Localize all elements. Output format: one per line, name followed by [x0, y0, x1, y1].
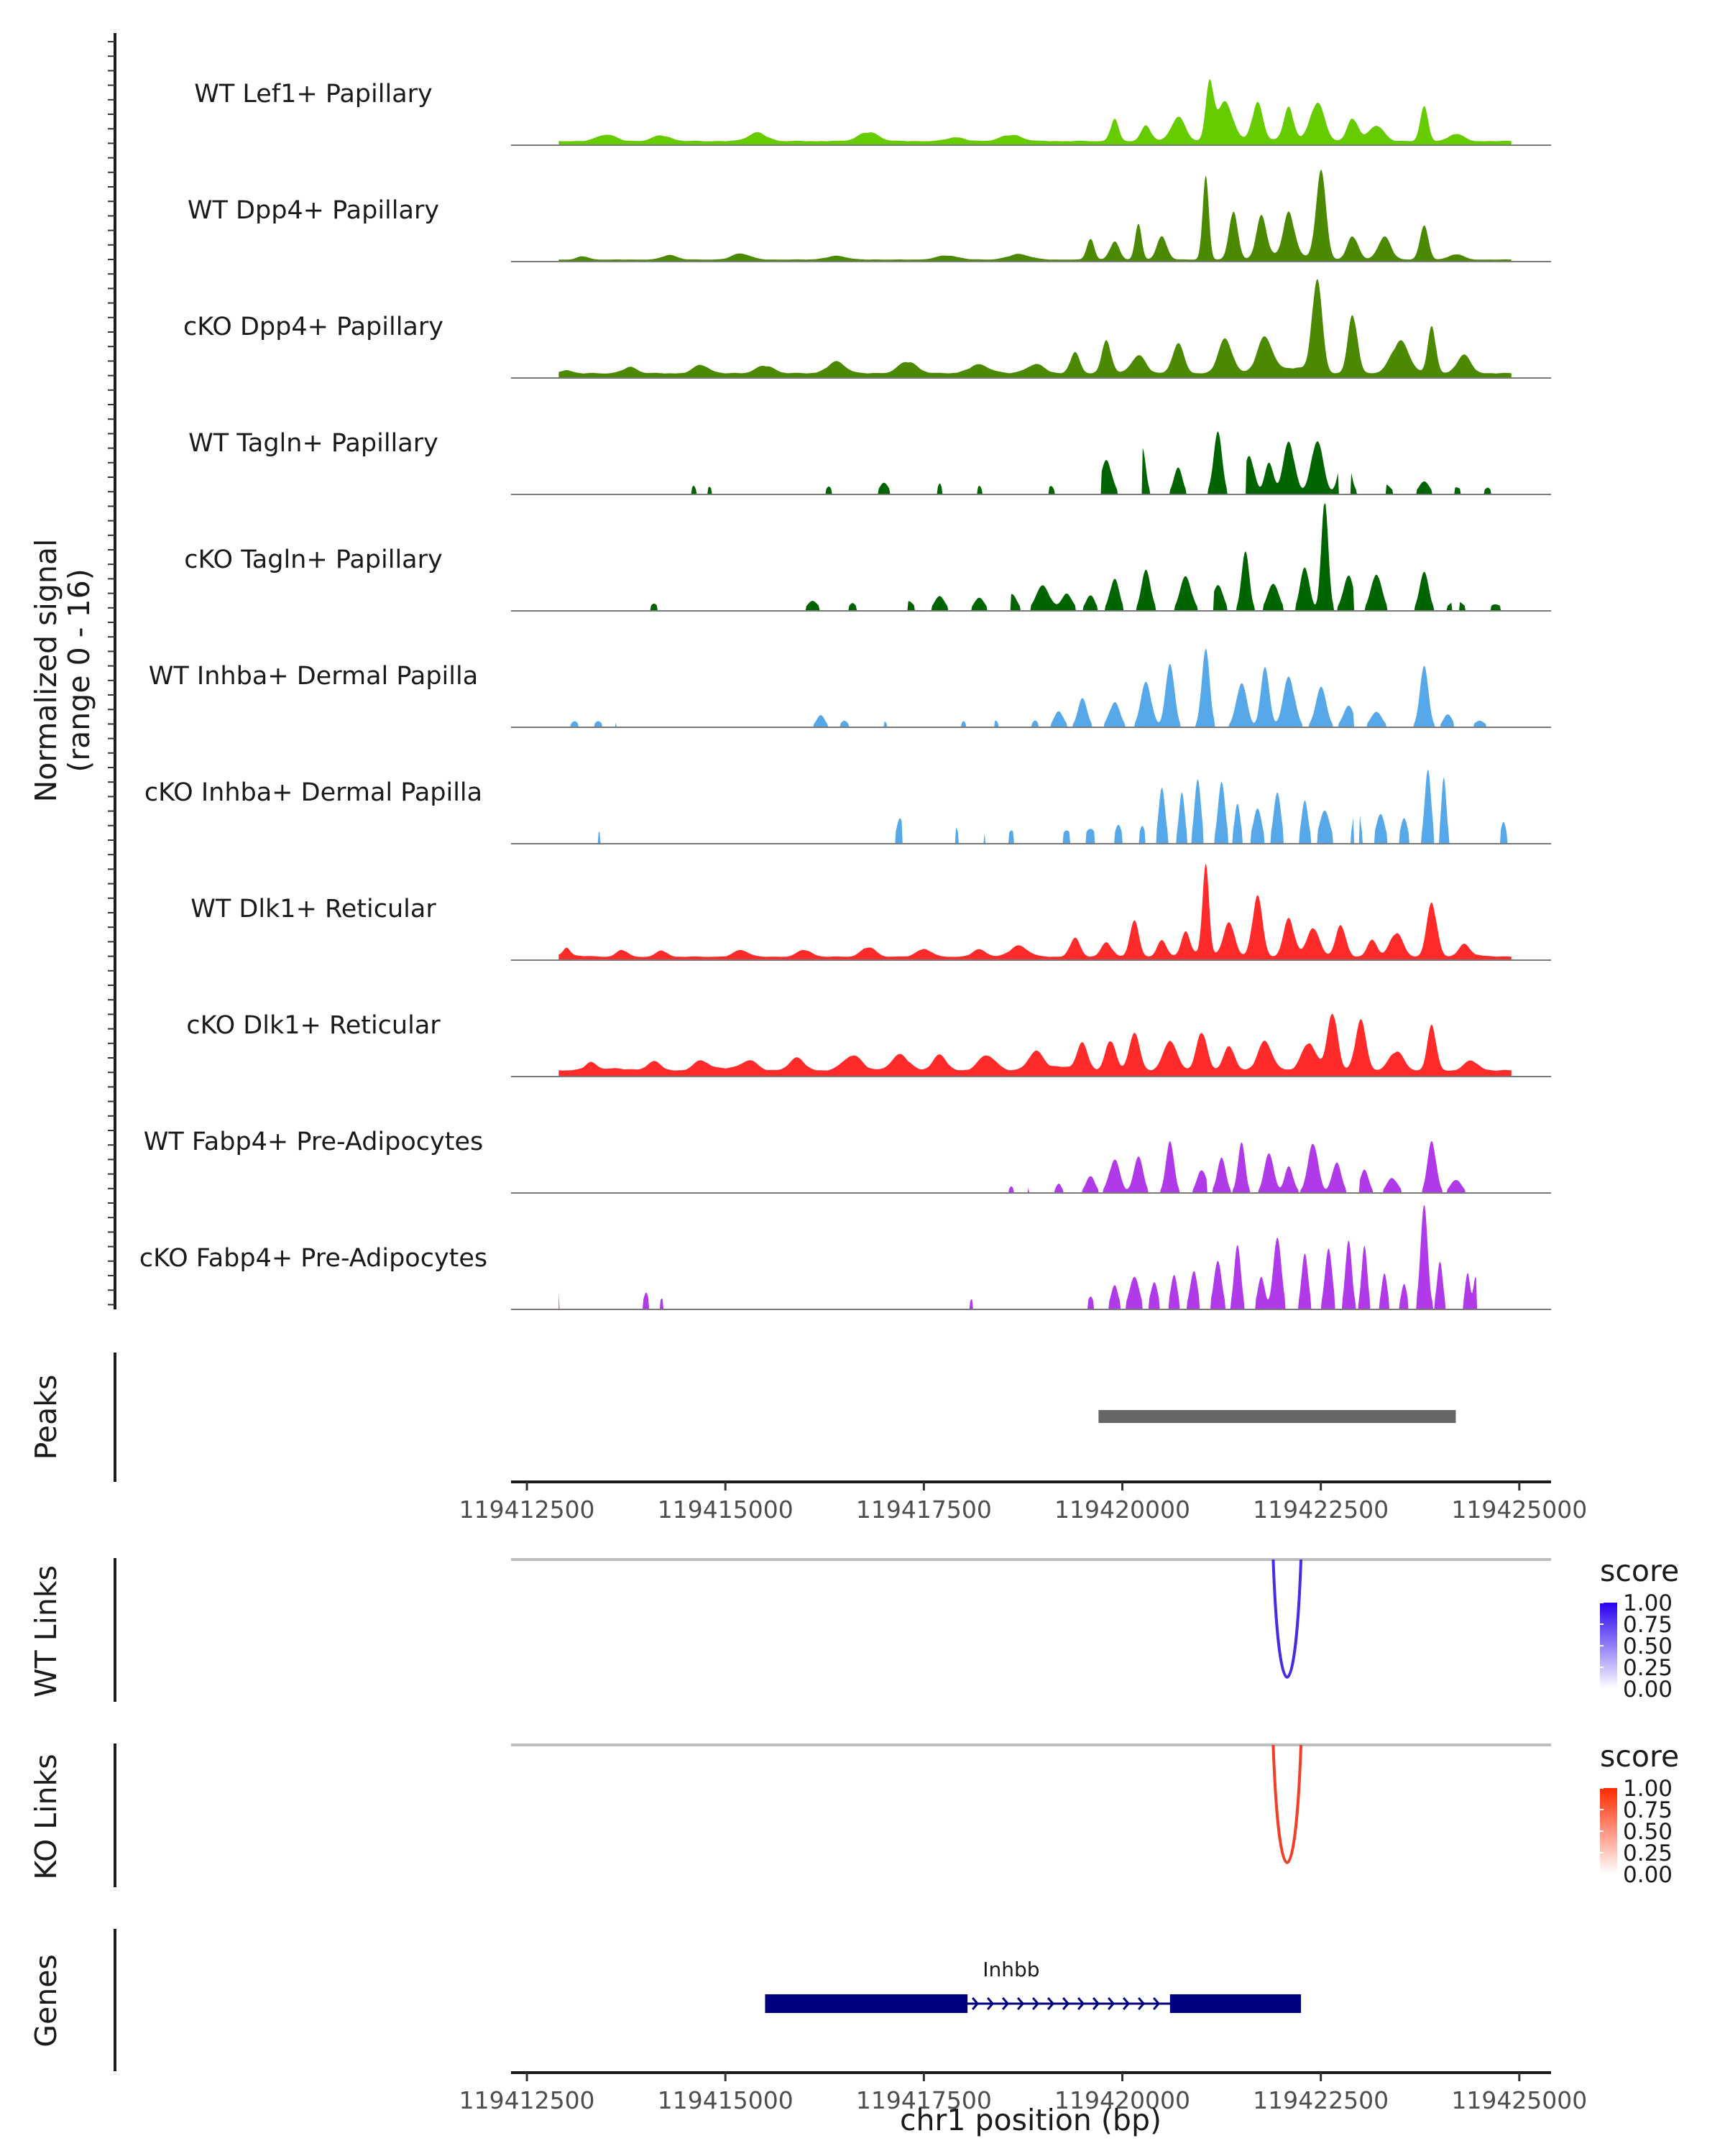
- genes-y-title: Genes: [29, 1954, 63, 2047]
- links-legend-tick-label: 0.75: [1623, 1612, 1673, 1638]
- links-y-title: WT Links: [29, 1565, 63, 1697]
- coverage-area: [558, 431, 1512, 494]
- gene-strand-arrow: [1138, 1997, 1146, 2010]
- track-label: WT Inhba+ Dermal Papilla: [149, 662, 478, 691]
- coverage-area: [558, 503, 1512, 611]
- gene-strand-arrow: [972, 1997, 980, 2010]
- gene-strand-arrow: [987, 1997, 995, 2010]
- links-legend-tick-label: 0.25: [1623, 1841, 1673, 1866]
- genes-x-axis-tick-label: 119422500: [1253, 2086, 1389, 2114]
- coverage-area: [558, 279, 1512, 378]
- genes-x-axis-tick-label: 119420000: [1054, 2086, 1190, 2114]
- links-y-title: KO Links: [29, 1754, 63, 1879]
- coverage-area: [558, 79, 1512, 145]
- link-arc: [1271, 1744, 1303, 1864]
- gene-strand-arrow: [1108, 1997, 1116, 2010]
- gene-strand-arrow: [1092, 1997, 1100, 2010]
- links-legend-title: score: [1600, 1554, 1679, 1588]
- track-label: cKO Dpp4+ Papillary: [183, 313, 443, 341]
- x-axis-title: chr1 position (bp): [900, 2103, 1162, 2137]
- peak-interval: [1098, 1410, 1456, 1423]
- track-label: cKO Dlk1+ Reticular: [186, 1011, 441, 1040]
- genes-x-axis: 119412500 119415000 119417500 119420000 1194…: [459, 2071, 1587, 2114]
- genes-panel: Genes Inhbb: [29, 1929, 1302, 2071]
- peaks-x-axis-tick-label: 119412500: [459, 1496, 595, 1524]
- track-label: WT Fabp4+ Pre-Adipocytes: [144, 1128, 483, 1156]
- link-arc: [1271, 1559, 1303, 1679]
- gene-exon: [765, 1994, 968, 2013]
- genes-x-axis-tick-label: 119412500: [459, 2086, 595, 2114]
- coverage-area: [558, 1141, 1512, 1193]
- links-legend-tick-label: 0.25: [1623, 1655, 1673, 1681]
- coverage-area: [558, 770, 1512, 844]
- track-label: cKO Tagln+ Papillary: [184, 545, 443, 574]
- gene-strand-arrow: [1032, 1997, 1040, 2010]
- links-legend-title: score: [1600, 1739, 1679, 1774]
- gene-strand-arrow: [1017, 1997, 1025, 2010]
- coverage-area: [558, 1205, 1512, 1309]
- coverage-area: [558, 170, 1512, 262]
- gene-strand-arrow: [1123, 1997, 1131, 2010]
- gene-exon: [1169, 1994, 1302, 2013]
- peaks-x-axis-tick-label: 119425000: [1451, 1496, 1587, 1524]
- links-legend-tick-label: 0.75: [1623, 1797, 1673, 1823]
- coverage-panel: Normalized signal(range 0 - 16) WT Lef1+ …: [29, 33, 1551, 1310]
- peaks-x-axis: 119412500 119415000 119417500 119420000 1194…: [459, 1480, 1587, 1524]
- track-label: WT Lef1+ Papillary: [194, 80, 433, 109]
- track-label: WT Tagln+ Papillary: [188, 429, 438, 458]
- gene-name-label: Inhbb: [983, 1958, 1039, 1981]
- track-label: WT Dlk1+ Reticular: [190, 895, 436, 923]
- links-legend-tick-label: 0.00: [1623, 1862, 1673, 1888]
- track-label: cKO Fabp4+ Pre-Adipocytes: [139, 1244, 487, 1273]
- coverage-y-title-line1: Normalized signal: [29, 539, 63, 803]
- coverage-y-title-line2: (range 0 - 16): [62, 568, 96, 772]
- genes-x-axis-tick-label: 119415000: [658, 2086, 794, 2114]
- peaks-x-axis-tick-label: 119415000: [658, 1496, 794, 1524]
- track-label: WT Dpp4+ Papillary: [188, 196, 439, 225]
- gene-strand-arrow: [1077, 1997, 1085, 2010]
- coverage-area: [558, 1013, 1512, 1077]
- peaks-x-axis-tick-label: 119420000: [1054, 1496, 1190, 1524]
- links-legend-tick-label: 0.50: [1623, 1634, 1673, 1659]
- peaks-x-axis-tick-label: 119417500: [856, 1496, 992, 1524]
- gene-strand-arrow: [1153, 1997, 1161, 2010]
- gene-strand-arrow: [1047, 1997, 1055, 2010]
- links-legend-tick-label: 1.00: [1623, 1776, 1673, 1802]
- links-legend-tick-label: 0.00: [1623, 1677, 1673, 1703]
- genes-x-axis-tick-label: 119425000: [1451, 2086, 1587, 2114]
- gene-strand-arrow: [1002, 1997, 1010, 2010]
- peaks-x-axis-tick-label: 119422500: [1253, 1496, 1389, 1524]
- links-legend-tick-label: 0.50: [1623, 1819, 1673, 1845]
- gene-strand-arrow: [1062, 1997, 1070, 2010]
- links-legend-tick-label: 1.00: [1623, 1590, 1673, 1616]
- coverage-area: [558, 648, 1512, 727]
- peaks-panel: Peaks: [29, 1353, 1456, 1482]
- genes-x-axis-tick-label: 119417500: [856, 2086, 992, 2114]
- track-label: cKO Inhba+ Dermal Papilla: [144, 778, 482, 807]
- peaks-y-title: Peaks: [29, 1375, 63, 1460]
